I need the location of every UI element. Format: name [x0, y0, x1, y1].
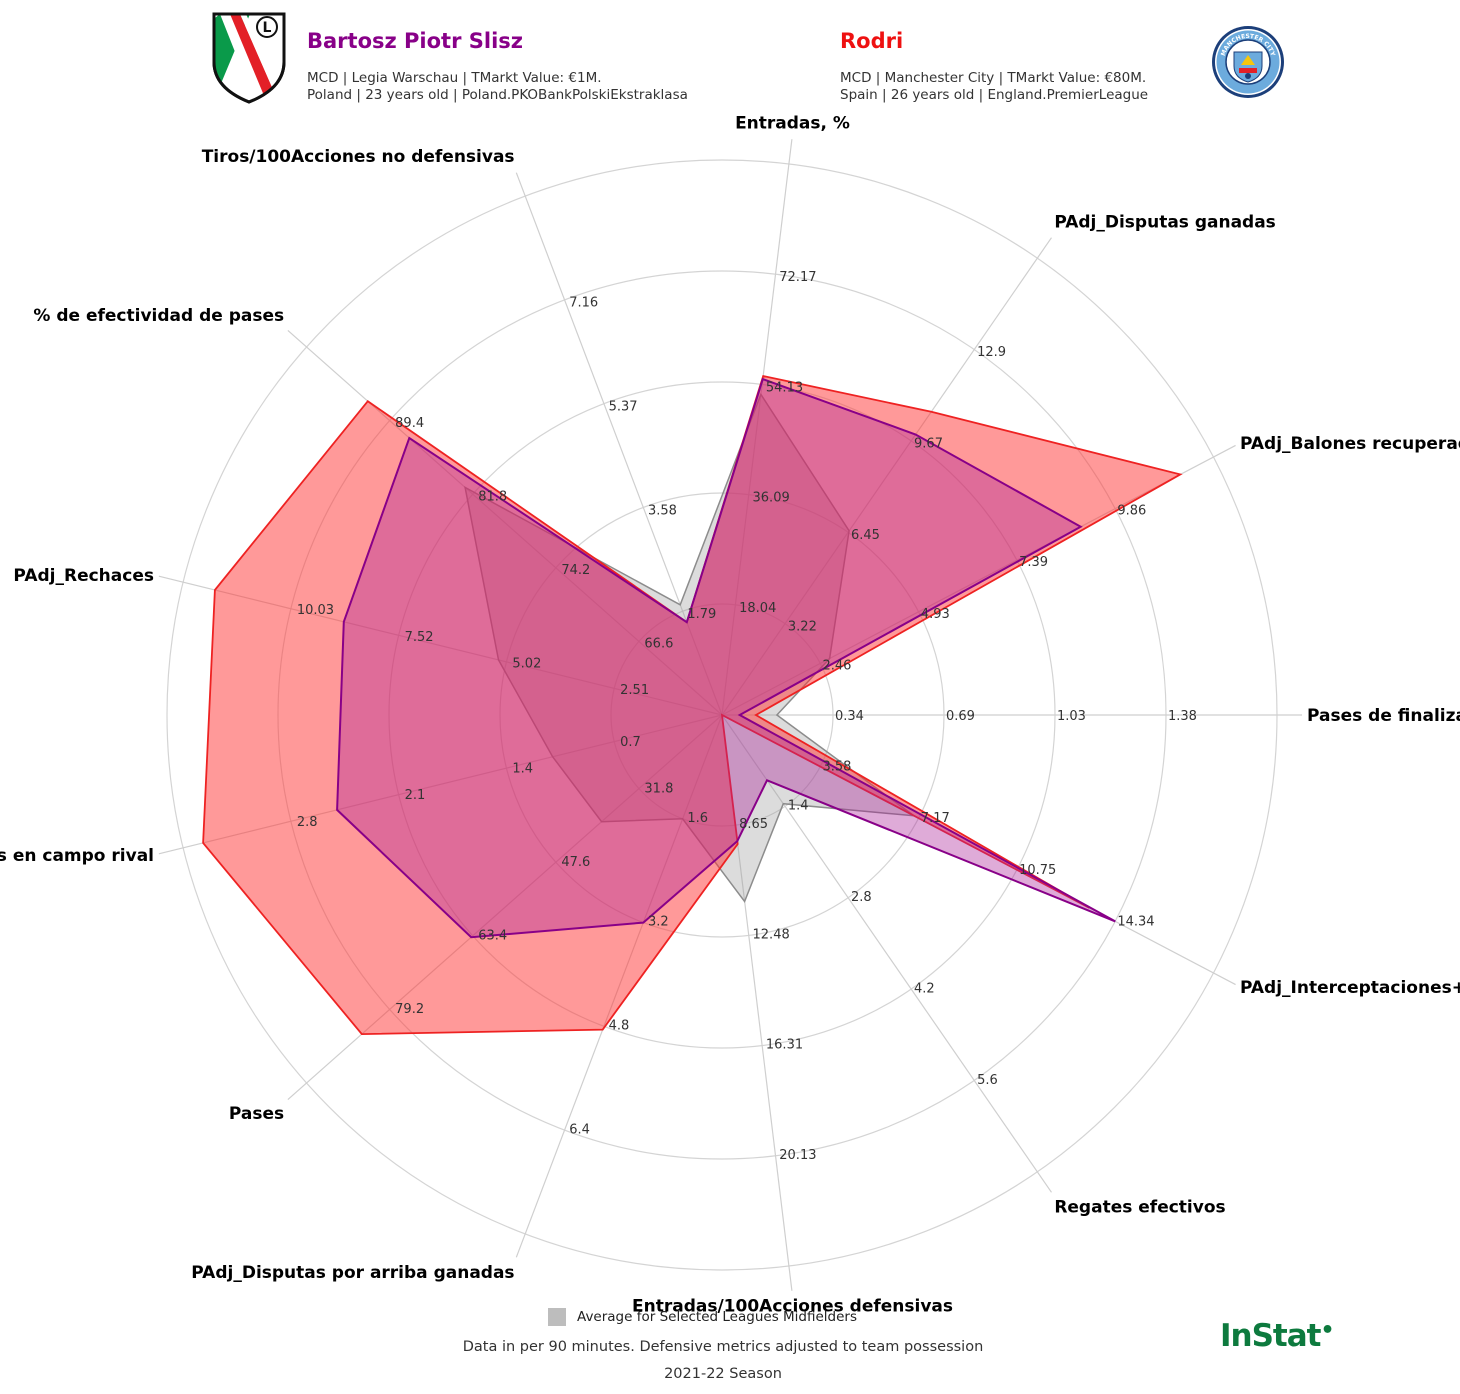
legia-warschau-crest-icon: L: [212, 12, 286, 104]
instat-logo-text: InStat: [1220, 1318, 1321, 1354]
tick-label: 1.4: [788, 799, 809, 814]
radar-series: [202, 374, 1183, 1036]
tick-label: 6.4: [569, 1122, 590, 1137]
axis-label: Entradas/100Acciones defensivas: [632, 1297, 953, 1317]
axis-label: Pases: [229, 1104, 284, 1124]
tick-label: 14.34: [1117, 914, 1154, 929]
legend-swatch-average: [548, 1308, 566, 1326]
axis-label: Entradas, %: [735, 113, 850, 133]
tick-label: 3.2: [648, 915, 669, 930]
tick-label: 2.46: [823, 658, 852, 673]
tick-label: 16.31: [766, 1038, 803, 1053]
player2-details-line2: Spain | 26 years old | England.PremierLe…: [840, 87, 1149, 103]
tick-label: 2.1: [405, 788, 426, 803]
tick-label: 5.6: [977, 1073, 998, 1088]
player1-name: Bartosz Piotr Slisz: [307, 29, 523, 53]
tick-label: 31.8: [644, 781, 673, 796]
tick-label: 79.2: [395, 1002, 424, 1017]
tick-label: 2.51: [620, 683, 649, 698]
tick-label: 4.2: [914, 981, 935, 996]
axis-label: % de efectividad de pases: [33, 306, 284, 326]
axis-label: Pases de finalización efectivos: [1307, 706, 1460, 726]
axis-label: PAdj_Interceptaciones+Entradas: [1240, 978, 1460, 998]
tick-label: 6.45: [851, 528, 880, 543]
tick-label: 2.8: [851, 890, 872, 905]
tick-label: 12.9: [977, 345, 1006, 360]
tick-label: 7.17: [921, 811, 950, 826]
radar-tick-labels: 0.34 0.69 1.03 1.382.464.937.399.863.226.45…: [297, 270, 1197, 1163]
grid-spoke-12: [721, 714, 1052, 1193]
tick-label: 4.93: [921, 607, 950, 622]
tick-label: 1.03: [1057, 709, 1086, 724]
tick-label: 3.22: [788, 619, 817, 634]
series-area-3: [336, 377, 1116, 939]
tick-label: 10.75: [1019, 863, 1056, 878]
axis-label: Regates efectivos: [1054, 1197, 1225, 1217]
tick-label: 20.13: [779, 1148, 816, 1163]
player2-details-line1: MCD | Manchester City | TMarkt Value: €8…: [840, 70, 1147, 86]
instat-logo: InStat•: [1220, 1318, 1335, 1354]
manchester-city-crest-icon: MANCHESTER CITY: [1212, 26, 1284, 98]
tick-label: 54.13: [766, 380, 803, 395]
chart-legend: Average for Selected Leagues Midfielders: [548, 1308, 857, 1326]
tick-label: 7.39: [1019, 555, 1048, 570]
tick-label: 66.6: [644, 637, 673, 652]
footnote-data-description: Data in per 90 minutes. Defensive metric…: [462, 1339, 984, 1355]
tick-label: 0.69: [946, 709, 975, 724]
tick-label: 8.65: [739, 817, 768, 832]
series-area-2: [202, 374, 1183, 1036]
tick-label: 47.6: [561, 855, 590, 870]
tick-label: 3.58: [823, 760, 852, 775]
player1-details-line2: Poland | 23 years old | Poland.PKOBankPo…: [307, 87, 688, 103]
tick-label: 1.38: [1168, 709, 1197, 724]
svg-text:L: L: [263, 20, 272, 36]
player2-name: Rodri: [840, 29, 904, 53]
instat-logo-dot-icon: •: [1320, 1318, 1335, 1343]
legend-label: Average for Selected Leagues Midfielders: [577, 1309, 857, 1325]
axis-label: PAdj_Disputas por arriba ganadas: [191, 1263, 514, 1283]
tick-label: 89.4: [395, 416, 424, 431]
tick-label: 72.17: [779, 270, 816, 285]
tick-label: 18.04: [739, 601, 776, 616]
player2-details: MCD | Manchester City | TMarkt Value: €8…: [840, 70, 1148, 104]
tick-label: 5.02: [512, 656, 541, 671]
tick-label: 1.4: [512, 762, 533, 777]
axis-label: Tiros/100Acciones no defensivas: [202, 147, 515, 167]
radar-axis-labels: Pases de finalización efectivos PAdj_Balo…: [0, 113, 1460, 1316]
axis-label: PAdj_Rechaces: [13, 566, 154, 586]
footnote-season: 2021-22 Season: [664, 1366, 782, 1382]
tick-label: 81.8: [478, 490, 507, 505]
tick-label: 36.09: [753, 491, 790, 506]
tick-label: 12.48: [753, 927, 790, 942]
player1-details: MCD | Legia Warschau | TMarkt Value: €1M…: [307, 70, 688, 104]
tick-label: 5.37: [609, 400, 638, 415]
tick-label: 63.4: [478, 928, 507, 943]
tick-label: 9.67: [914, 437, 943, 452]
axis-label: Recuperaciones en campo rival: [0, 846, 154, 866]
tick-label: 7.16: [569, 296, 598, 311]
tick-label: 4.8: [609, 1018, 630, 1033]
player1-details-line1: MCD | Legia Warschau | TMarkt Value: €1M…: [307, 70, 602, 86]
axis-label: PAdj_Balones recuperados: [1240, 434, 1460, 454]
tick-label: 1.6: [687, 811, 708, 826]
tick-label: 2.8: [297, 815, 318, 830]
axis-label: PAdj_Disputas ganadas: [1054, 213, 1276, 233]
tick-label: 7.52: [405, 630, 434, 645]
tick-label: 0.7: [620, 735, 641, 750]
tick-label: 0.34: [835, 709, 864, 724]
tick-label: 9.86: [1117, 504, 1146, 519]
tick-label: 1.79: [687, 607, 716, 622]
tick-label: 3.58: [648, 503, 677, 518]
tick-label: 74.2: [561, 563, 590, 578]
tick-label: 10.03: [297, 603, 334, 618]
